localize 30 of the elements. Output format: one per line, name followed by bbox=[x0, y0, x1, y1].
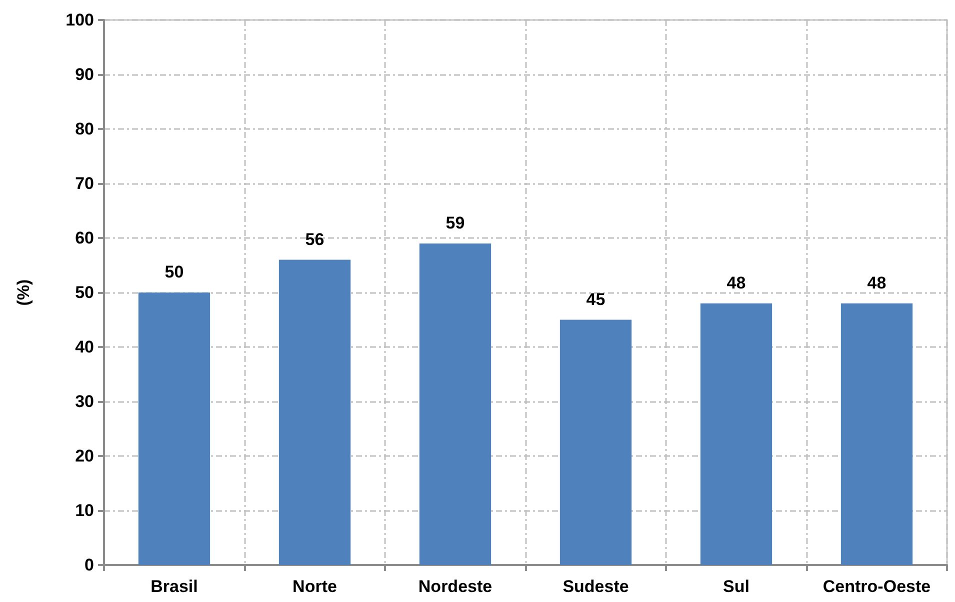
data-label: 45 bbox=[586, 290, 606, 309]
bar bbox=[278, 260, 351, 565]
y-tick-label: 30 bbox=[75, 392, 94, 411]
y-tick-label: 90 bbox=[75, 65, 94, 84]
y-axis-title: (%) bbox=[14, 279, 33, 306]
x-tick-label: Centro-Oeste bbox=[822, 577, 931, 596]
data-label: 48 bbox=[867, 273, 886, 292]
y-tick-label: 50 bbox=[75, 283, 94, 302]
bar bbox=[138, 292, 210, 565]
y-tick-label: 20 bbox=[75, 446, 94, 466]
x-tick-label: Brasil bbox=[150, 577, 198, 596]
y-tick-label: 10 bbox=[75, 501, 94, 520]
y-tick-label: 80 bbox=[75, 120, 94, 138]
y-tick-label: 0 bbox=[84, 556, 94, 574]
bar bbox=[700, 303, 772, 565]
bar bbox=[560, 320, 632, 565]
y-tick-label: 60 bbox=[75, 228, 94, 248]
y-tick-label: 70 bbox=[75, 174, 94, 193]
data-label: 59 bbox=[446, 213, 465, 232]
x-tick-label: Sudeste bbox=[562, 577, 629, 596]
x-tick-label: Nordeste bbox=[418, 577, 492, 596]
y-tick-label: 40 bbox=[75, 338, 94, 356]
bar bbox=[840, 303, 913, 565]
y-tick-label: 100 bbox=[66, 10, 94, 30]
data-label: 50 bbox=[164, 262, 184, 282]
x-tick-label: Norte bbox=[292, 577, 337, 596]
data-label: 56 bbox=[305, 230, 324, 249]
x-tick-label: Sul bbox=[723, 577, 750, 596]
data-label: 48 bbox=[726, 273, 746, 292]
bar bbox=[419, 243, 492, 565]
